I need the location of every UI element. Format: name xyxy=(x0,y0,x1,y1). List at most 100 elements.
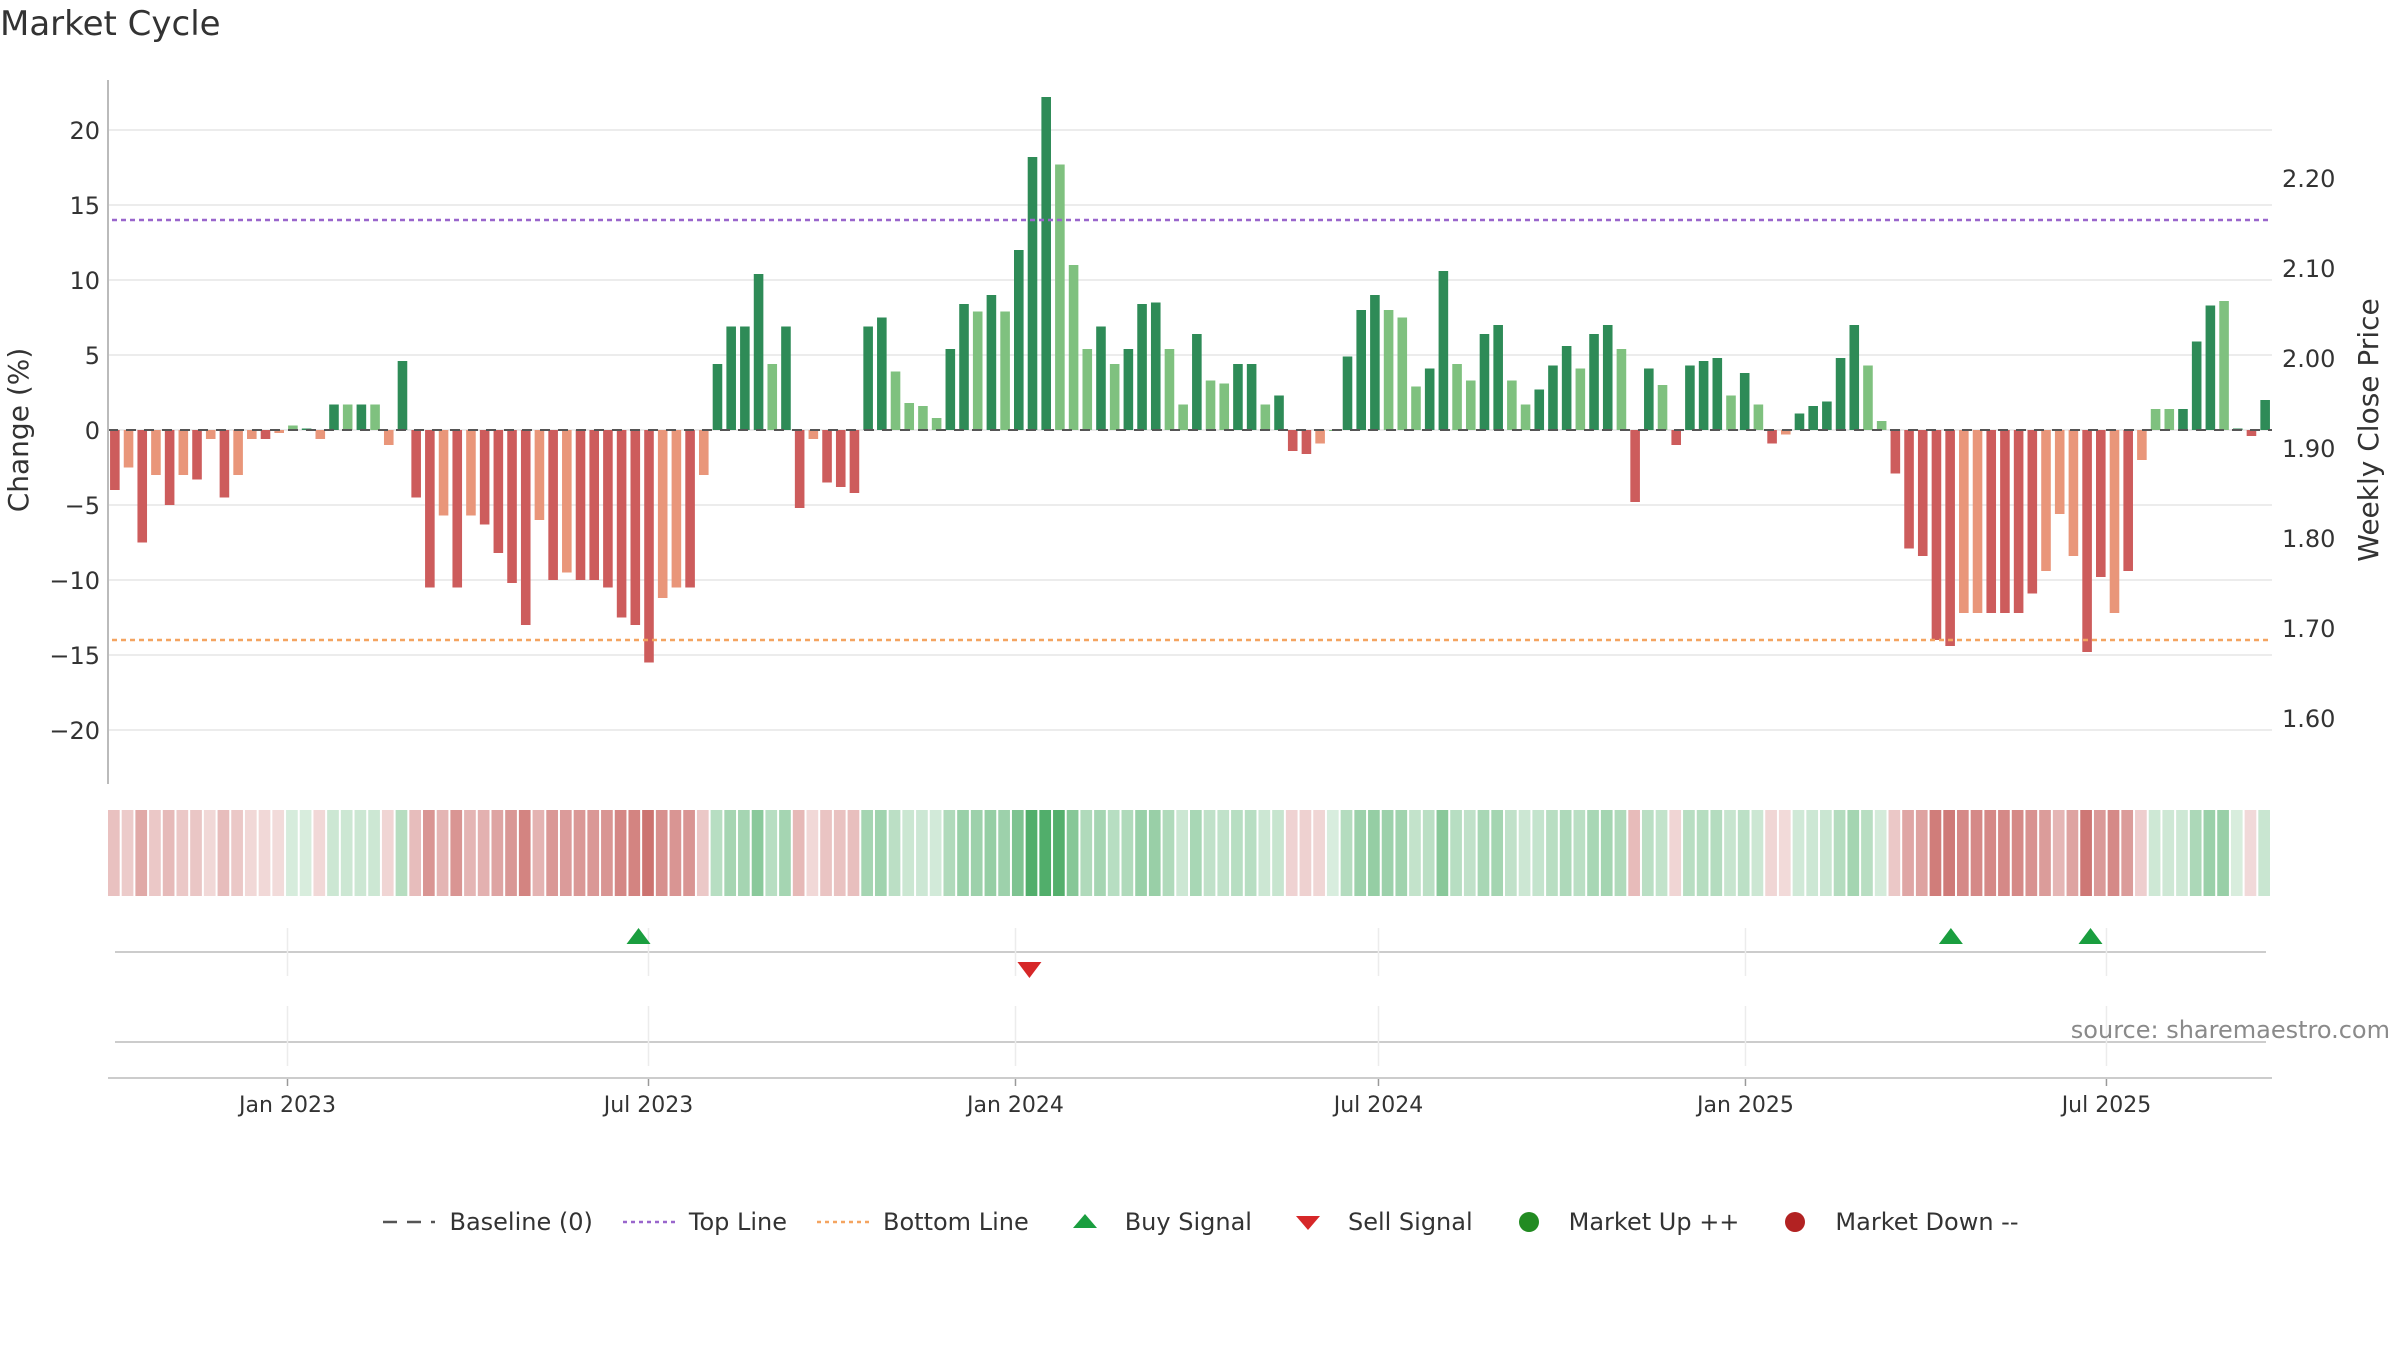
heat-cell xyxy=(1477,810,1490,896)
change-bar xyxy=(356,404,367,430)
heat-cell xyxy=(683,810,695,896)
buy-signal-marker xyxy=(626,928,651,944)
change-bar xyxy=(1192,334,1202,430)
heat-cell xyxy=(861,810,873,896)
heat-cell xyxy=(477,810,490,896)
heat-cell xyxy=(943,810,956,896)
change-bar xyxy=(520,430,531,625)
change-bar xyxy=(315,430,326,439)
change-bar xyxy=(479,430,490,525)
change-bar xyxy=(2191,341,2202,430)
heat-cell xyxy=(2039,810,2051,896)
change-bar xyxy=(1794,413,1805,430)
heat-cell xyxy=(1614,810,1627,896)
change-bar xyxy=(616,430,627,618)
axes: 20 15 10 5 0 −5 −10 −15 −20 2.20 2.10 2.00 1.90 1.80 1… xyxy=(2,80,2385,784)
heat-cell xyxy=(1587,810,1599,896)
legend-item: Market Down -- xyxy=(1767,1208,2019,1236)
heat-cell xyxy=(1039,810,1052,896)
heat-cell xyxy=(2093,810,2106,896)
change-bar xyxy=(1698,361,1709,430)
heat-cell xyxy=(1655,810,1668,896)
change-bar xyxy=(2041,430,2051,571)
heat-cell xyxy=(779,810,791,896)
x-tick-label: Jan 2025 xyxy=(1695,1093,1794,1118)
change-bar xyxy=(370,404,380,430)
change-bar xyxy=(1233,364,1243,430)
change-bar xyxy=(657,430,668,598)
heat-cell xyxy=(368,810,380,896)
heat-cell xyxy=(1463,810,1476,896)
y-tick-label: 10 xyxy=(69,267,100,295)
change-bar xyxy=(1616,349,1627,430)
heat-cell xyxy=(1340,810,1353,896)
change-bar xyxy=(1342,356,1353,430)
change-bar xyxy=(1205,380,1216,430)
change-bar xyxy=(1411,386,1421,430)
change-bar xyxy=(1931,430,1942,640)
legend-label: Buy Signal xyxy=(1124,1208,1252,1236)
heat-cell xyxy=(2148,810,2161,896)
change-bar xyxy=(205,430,216,439)
change-bar xyxy=(1726,395,1736,430)
change-bar xyxy=(1150,302,1161,430)
change-bar xyxy=(1863,365,1873,430)
change-bar xyxy=(1561,346,1572,430)
change-bar xyxy=(1753,404,1764,430)
heat-cell xyxy=(1874,810,1887,896)
heat-cell xyxy=(601,810,613,896)
change-bar xyxy=(1452,364,1462,430)
change-bar xyxy=(1575,368,1586,430)
change-bar xyxy=(466,430,476,516)
heat-cell xyxy=(1326,810,1339,896)
heat-cell xyxy=(669,810,682,896)
heat-cell xyxy=(121,810,134,896)
y2-axis-title: Weekly Close Price xyxy=(2352,298,2385,561)
heat-cell xyxy=(902,810,915,896)
heat-cell xyxy=(190,810,202,896)
change-bar xyxy=(931,418,942,430)
change-bar xyxy=(1548,365,1558,430)
change-bar xyxy=(493,430,504,553)
change-bar xyxy=(630,430,641,625)
change-bar xyxy=(1493,325,1503,430)
heat-cell xyxy=(998,810,1010,896)
heat-cell xyxy=(1532,810,1545,896)
heat-cell xyxy=(135,810,148,896)
change-bar xyxy=(2068,430,2079,556)
heat-cell xyxy=(2230,810,2243,896)
x-tick-label: Jul 2025 xyxy=(2060,1093,2152,1118)
heat-cell xyxy=(1368,810,1380,896)
x-axis: Jan 2023 Jul 2023 Jan 2024 Jul 2024 Jan 2025… xyxy=(108,1077,2272,1118)
change-bar xyxy=(890,371,901,430)
heat-cell xyxy=(2244,810,2257,896)
change-bar xyxy=(2082,430,2092,652)
heat-cell xyxy=(1628,810,1640,896)
heat-cell xyxy=(970,810,983,896)
heat-cell xyxy=(2203,810,2216,896)
heat-cell xyxy=(2258,810,2270,896)
heat-cell xyxy=(1395,810,1408,896)
source-credit: source: sharemaestro.com xyxy=(2070,1016,2390,1044)
change-bar xyxy=(137,430,148,543)
change-bar xyxy=(507,430,517,583)
heat-cell xyxy=(108,810,120,896)
heat-cell xyxy=(162,810,175,896)
change-bar xyxy=(575,430,586,580)
legend-item: Sell Signal xyxy=(1280,1208,1473,1236)
change-bar xyxy=(425,430,435,588)
y-tick-label: −20 xyxy=(49,717,100,745)
change-bar xyxy=(1589,334,1599,430)
heat-cell xyxy=(792,810,805,896)
signal-markers xyxy=(115,928,2266,1066)
heat-cell xyxy=(546,810,558,896)
change-bar xyxy=(2260,400,2270,430)
legend-label: Sell Signal xyxy=(1347,1208,1473,1236)
heat-cell xyxy=(820,810,832,896)
heat-cell xyxy=(1135,810,1147,896)
heat-cell xyxy=(2121,810,2134,896)
change-bar xyxy=(2000,430,2010,613)
change-bar xyxy=(698,430,709,475)
heat-cell xyxy=(1094,810,1106,896)
change-bar xyxy=(1424,368,1435,430)
